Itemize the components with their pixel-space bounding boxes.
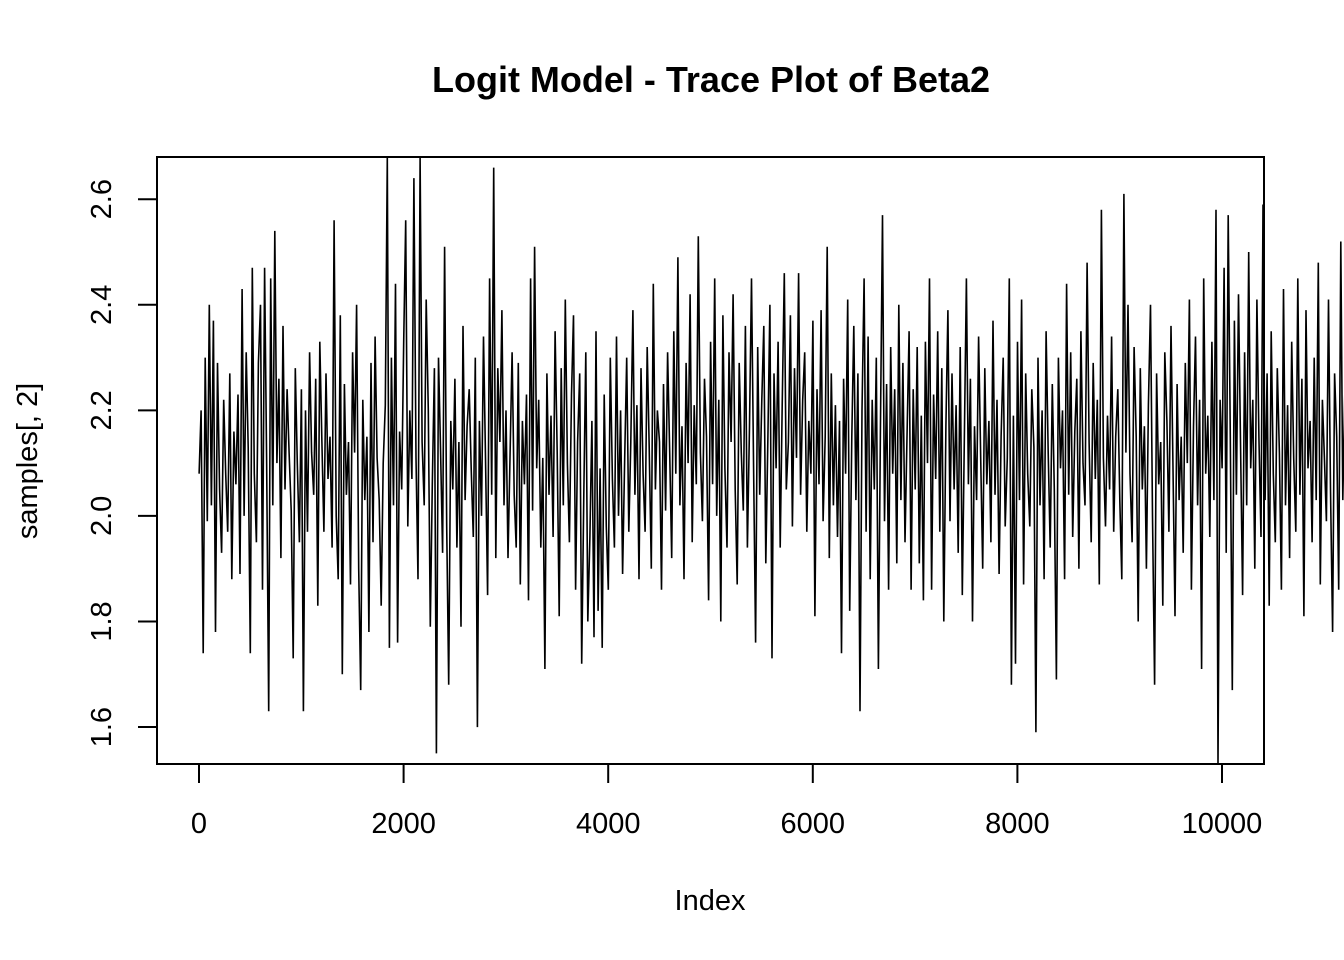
y-axis: 1.6 1.8 2.0 2.2 2.4 2.6	[86, 179, 158, 747]
plot-area	[198, 156, 1344, 765]
y-tick-label: 2.6	[86, 179, 118, 219]
y-tick-label: 2.0	[86, 496, 118, 536]
x-tick-label: 0	[191, 808, 207, 840]
y-tick-label: 2.4	[86, 285, 118, 325]
x-axis-label: Index	[675, 885, 746, 917]
x-tick-label: 10000	[1182, 808, 1263, 840]
y-tick-label: 1.8	[86, 601, 118, 641]
x-tick-label: 6000	[781, 808, 846, 840]
y-tick-label: 2.2	[86, 390, 118, 430]
chart-title: Logit Model - Trace Plot of Beta2	[432, 59, 990, 100]
x-tick-label: 2000	[371, 808, 436, 840]
x-tick-label: 4000	[576, 808, 641, 840]
trace-line-1	[198, 156, 1344, 765]
x-axis: 0 2000 4000 6000 8000 10000	[191, 763, 1263, 840]
y-axis-label: samples[, 2]	[12, 383, 44, 539]
x-tick-label: 8000	[985, 808, 1050, 840]
y-tick-label: 1.6	[86, 707, 118, 747]
